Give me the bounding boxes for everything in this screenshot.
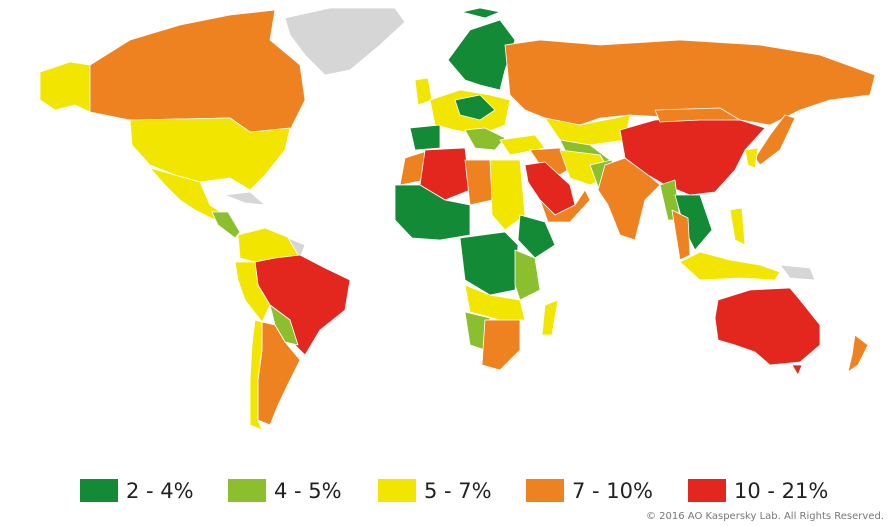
iberia — [409, 124, 441, 151]
legend-label: 2 - 4% — [126, 479, 194, 503]
caribbean — [224, 191, 266, 206]
thailand — [671, 209, 691, 261]
legend-label: 10 - 21% — [734, 479, 828, 503]
copyright: © 2016 AO Kaspersky Lab. All Rights Rese… — [646, 511, 884, 522]
italy-balkans — [464, 127, 506, 151]
scandinavia — [447, 19, 516, 91]
legend-swatch — [80, 479, 118, 502]
central-africa — [459, 231, 519, 296]
oman-yemen — [539, 189, 591, 223]
legend-swatch — [688, 479, 726, 502]
east-africa — [514, 249, 541, 301]
bolivia-paraguay — [269, 304, 299, 346]
chad-niger — [464, 159, 493, 206]
alaska — [39, 61, 91, 113]
chile — [249, 319, 263, 431]
svalbard — [461, 7, 501, 19]
legend-label: 7 - 10% — [572, 479, 653, 503]
legend-swatch — [228, 479, 266, 502]
korea — [744, 147, 759, 169]
greenland — [284, 7, 406, 76]
legend-swatch — [378, 479, 416, 502]
canada — [89, 9, 306, 133]
central-europe — [454, 94, 496, 121]
legend-label: 4 - 5% — [274, 479, 342, 503]
algeria-libya — [419, 147, 471, 201]
papua — [779, 264, 816, 281]
mongolia — [654, 107, 741, 123]
legend: 2 - 4% 4 - 5% 5 - 7% 7 - 10% 10 - 21% — [80, 479, 828, 503]
peru — [234, 261, 271, 323]
angola-zambia — [464, 284, 526, 321]
central-america — [211, 211, 241, 239]
ethiopia — [517, 214, 556, 259]
philippines — [729, 207, 746, 246]
australia — [714, 287, 821, 366]
madagascar — [541, 299, 559, 336]
tasmania — [791, 364, 803, 376]
guianas — [287, 237, 306, 259]
legend-label: 5 - 7% — [424, 479, 492, 503]
usa — [129, 117, 291, 191]
indonesia — [679, 251, 781, 281]
world-map — [39, 7, 876, 431]
uk — [414, 77, 433, 106]
egypt-sudan — [489, 159, 526, 231]
new-zealand — [847, 334, 869, 373]
south-africa — [481, 319, 521, 371]
legend-swatch — [526, 479, 564, 502]
west-africa — [394, 184, 471, 241]
